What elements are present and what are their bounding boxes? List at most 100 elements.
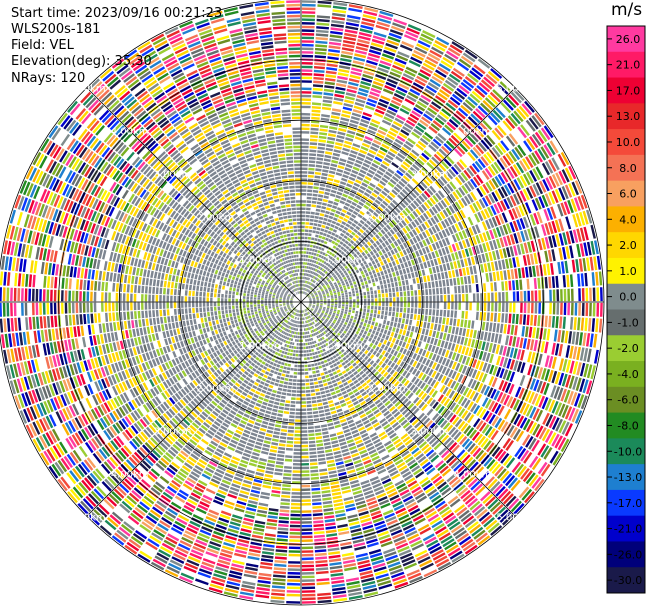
velocity-gate [331,303,334,306]
velocity-gate [242,330,247,335]
velocity-gate [39,289,42,302]
velocity-gate [210,306,213,312]
velocity-gate [221,293,224,298]
velocity-gate [394,424,402,432]
velocity-gate [308,306,311,308]
velocity-gate [518,387,525,399]
velocity-gate [378,360,384,366]
velocity-gate [297,379,301,382]
velocity-gate [267,459,276,464]
velocity-gate [307,306,311,309]
velocity-gate [394,317,398,323]
velocity-gate [327,302,331,304]
velocity-gate [385,426,393,433]
velocity-gate [289,532,301,535]
velocity-gate [312,509,323,513]
velocity-gate [181,302,184,308]
velocity-gate [343,313,347,317]
velocity-gate [325,334,329,338]
velocity-gate [79,314,83,325]
velocity-gate [471,349,477,358]
velocity-gate [164,338,169,346]
velocity-gate [272,438,279,442]
velocity-gate [319,475,329,480]
velocity-gate [268,422,275,427]
velocity-gate [402,559,416,567]
velocity-gate [65,315,69,326]
velocity-gate [319,349,323,353]
velocity-gate [389,405,396,412]
velocity-gate [327,336,331,341]
velocity-gate [506,358,512,369]
velocity-gate [598,318,603,333]
velocity-gate [471,503,483,514]
velocity-gate [458,364,464,373]
velocity-gate [416,552,429,561]
velocity-gate [483,517,495,528]
velocity-gate [380,328,384,333]
velocity-gate [363,406,370,412]
velocity-gate [589,302,592,317]
velocity-gate [275,367,280,372]
velocity-gate [365,535,377,541]
velocity-gate [396,352,402,359]
velocity-gate [324,518,335,523]
velocity-gate [339,418,347,423]
velocity-gate [257,308,261,311]
velocity-gate [351,368,356,373]
velocity-gate [289,528,301,532]
velocity-gate [557,387,564,401]
velocity-gate [378,583,393,590]
velocity-gate [540,445,550,458]
velocity-gate [86,280,90,291]
velocity-gate [357,507,368,513]
velocity-gate [261,304,264,307]
velocity-gate [322,316,326,319]
velocity-gate [263,374,268,379]
velocity-gate [134,285,137,293]
velocity-gate [295,350,299,353]
velocity-gate [352,341,357,346]
velocity-gate [123,320,128,330]
velocity-gate [316,304,319,306]
velocity-gate [393,350,398,357]
velocity-gate [512,428,521,440]
velocity-gate [252,452,260,457]
velocity-gate [290,513,301,517]
velocity-gate [44,329,49,342]
velocity-gate [371,321,375,326]
velocity-gate [64,290,68,302]
velocity-gate [352,310,355,314]
velocity-gate [270,497,280,501]
velocity-gate [354,313,358,317]
velocity-gate [508,383,515,395]
velocity-gate [338,471,347,477]
velocity-gate [414,421,422,429]
velocity-gate [308,371,313,375]
velocity-gate [335,315,339,319]
velocity-gate [329,311,333,314]
velocity-gate [538,302,541,314]
velocity-gate [454,504,466,514]
velocity-gate [145,318,149,326]
velocity-gate [293,349,296,353]
velocity-gate [387,383,393,390]
velocity-gate [499,470,510,482]
velocity-gate [230,357,236,363]
velocity-gate [465,302,469,311]
velocity-gate [46,289,50,302]
velocity-gate [312,305,315,308]
velocity-gate [255,418,263,423]
velocity-gate [344,309,348,312]
velocity-gate [92,335,97,346]
velocity-gate [487,498,499,510]
velocity-gate [301,488,311,492]
velocity-gate [331,342,336,346]
velocity-gate [291,499,301,502]
velocity-gate [258,310,262,314]
velocity-gate [261,308,265,311]
velocity-gate [419,559,433,568]
velocity-gate [307,411,313,415]
velocity-gate [249,370,255,375]
velocity-gate [426,397,434,405]
